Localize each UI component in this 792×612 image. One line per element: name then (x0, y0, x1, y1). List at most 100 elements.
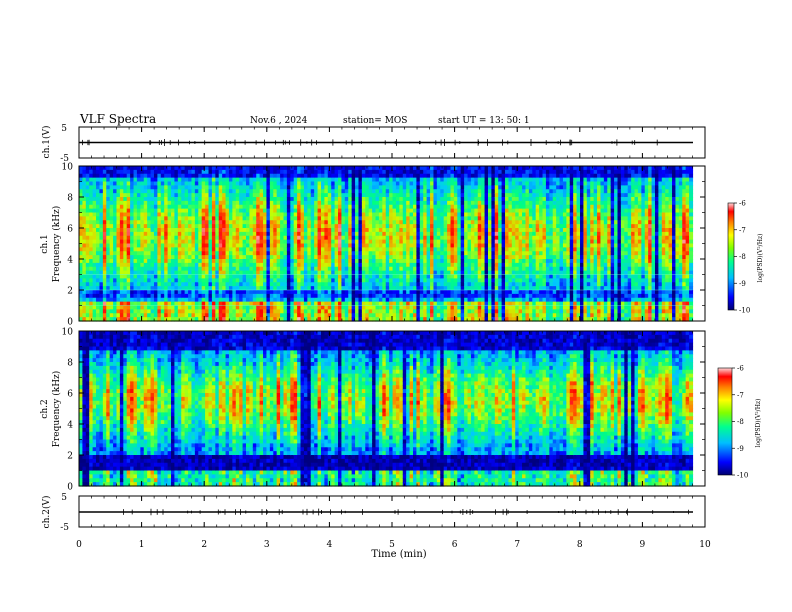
spectrogram-cell (460, 181, 465, 186)
spectrogram-cell (181, 297, 186, 303)
spectrogram-cell (334, 212, 339, 217)
spectrogram-cell (300, 317, 305, 322)
spectrogram-cell (378, 208, 383, 214)
spectrogram-cell (378, 173, 383, 179)
spectrogram-cell (460, 224, 465, 229)
spectrogram-cell (269, 193, 274, 198)
spectrogram-cell (205, 197, 210, 202)
spectrogram-cell (395, 270, 400, 276)
spectrogram-cell (378, 243, 383, 248)
spectrogram-cell (167, 181, 172, 186)
spectrogram-cell (222, 212, 227, 217)
spectrogram-cell (331, 208, 336, 214)
spectrogram-cell (96, 247, 101, 252)
spectrogram-cell (106, 266, 111, 272)
spectrogram-cell (487, 204, 492, 210)
spectrogram-cell (491, 251, 496, 256)
spectrogram-cell (239, 220, 244, 225)
spectrogram-cell (252, 204, 257, 210)
spectrogram-cell (85, 262, 90, 268)
spectrogram-cell (474, 239, 479, 245)
spectrogram-cell (436, 251, 441, 256)
spectrogram-cell (89, 293, 94, 299)
spectrogram-cell (443, 239, 448, 245)
spectrogram-cell (130, 169, 135, 175)
spectrogram-cell (188, 301, 193, 307)
spectrogram-cell (130, 309, 135, 314)
spectrogram-cell (218, 262, 223, 268)
spectrogram-cell (89, 297, 94, 303)
spectrogram-cell (136, 251, 141, 256)
spectrogram-cell (385, 212, 390, 217)
spectrogram-cell (392, 200, 397, 206)
spectrogram-cell (368, 173, 373, 179)
spectrogram-cell (157, 235, 162, 241)
spectrogram-cell (413, 262, 418, 268)
spectrogram-cell (246, 208, 251, 214)
spectrogram-cell (276, 255, 281, 260)
spectrogram-cell (402, 200, 407, 206)
spectrogram-cell (351, 305, 356, 310)
spectrogram-cell (317, 282, 322, 287)
spectrogram-cell (467, 185, 472, 190)
spectrogram-cell (460, 317, 465, 322)
spectrogram-cell (133, 309, 138, 314)
spectrogram-cell (447, 305, 452, 310)
spectrogram-cell (450, 301, 455, 307)
spectrogram-cell (82, 243, 87, 248)
spectrogram-cell (191, 305, 196, 310)
spectrogram-cell (443, 169, 448, 175)
spectrogram-cell (99, 197, 104, 202)
spectrogram-cell (92, 305, 97, 310)
spectrogram-cell (89, 193, 94, 198)
spectrogram-cell (225, 181, 230, 186)
spectrogram-cell (276, 193, 281, 198)
spectrogram-cell (464, 255, 469, 260)
spectrogram-cell (198, 247, 203, 252)
spectrogram-cell (276, 305, 281, 310)
spectrogram-cell (481, 216, 486, 221)
spectrogram-cell (208, 235, 213, 241)
spectrogram-cell (273, 262, 278, 268)
spectrogram-cell (150, 255, 155, 260)
spectrogram-cell (246, 177, 251, 183)
spectrogram-cell (436, 228, 441, 233)
spectrogram-cell (426, 286, 431, 291)
spectrogram-cell (201, 224, 206, 229)
spectrogram-cell (157, 247, 162, 252)
spectrogram-cell (430, 251, 435, 256)
spectrogram-cell (92, 297, 97, 303)
spectrogram-cell (477, 169, 482, 175)
spectrogram-cell (218, 251, 223, 256)
spectrogram-cell (382, 228, 387, 233)
spectrogram-cell (147, 200, 152, 206)
spectrogram-cell (372, 259, 377, 264)
spectrogram-cell (256, 235, 261, 241)
spectrogram-cell (290, 309, 295, 314)
spectrogram-cell (314, 177, 319, 183)
spectrogram-cell (320, 224, 325, 229)
spectrogram-cell (269, 177, 274, 183)
spectrogram-cell (249, 282, 254, 287)
spectrogram-cell (143, 228, 148, 233)
spectrogram-cell (457, 313, 462, 318)
spectrogram-cell (259, 177, 264, 183)
spectrogram-cell (133, 274, 138, 279)
spectrogram-cell (327, 251, 332, 256)
spectrogram-cell (320, 173, 325, 179)
spectrogram-cell (82, 185, 87, 190)
spectrogram-cell (474, 228, 479, 233)
spectrogram-cell (109, 313, 114, 318)
spectrogram-cell (123, 255, 128, 260)
spectrogram-cell (283, 189, 288, 194)
spectrogram-cell (389, 278, 394, 283)
spectrogram-cell (228, 185, 233, 190)
spectrogram-cell (181, 177, 186, 183)
spectrogram-cell (409, 274, 414, 279)
spectrogram-cell (320, 239, 325, 245)
spectrogram-cell (460, 297, 465, 303)
spectrogram-cell (314, 200, 319, 206)
spectrogram-cell (286, 270, 291, 276)
spectrogram-cell (116, 251, 121, 256)
spectrogram-cell (423, 282, 428, 287)
